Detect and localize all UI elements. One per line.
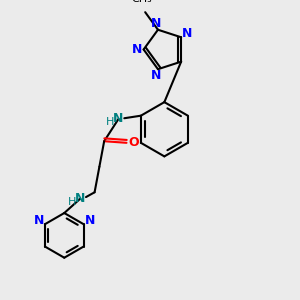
Text: H: H	[106, 117, 114, 127]
Text: N: N	[182, 27, 192, 40]
Text: O: O	[128, 136, 139, 149]
Text: N: N	[85, 214, 95, 227]
Text: N: N	[131, 43, 142, 56]
Text: N: N	[34, 214, 44, 227]
Text: N: N	[75, 192, 86, 205]
Text: N: N	[113, 112, 124, 125]
Text: N: N	[151, 16, 161, 30]
Text: H: H	[68, 197, 76, 207]
Text: CH₃: CH₃	[132, 0, 152, 4]
Text: N: N	[151, 69, 161, 82]
